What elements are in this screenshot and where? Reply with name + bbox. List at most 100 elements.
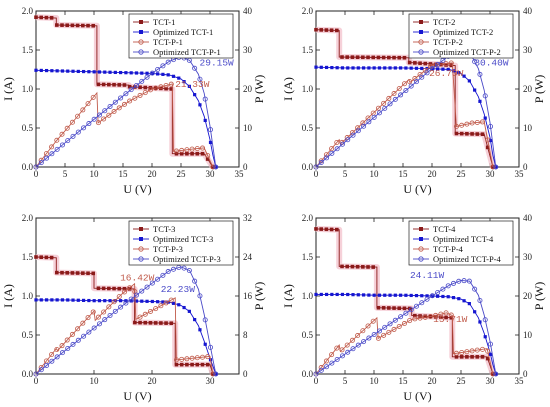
data-point [193, 317, 197, 322]
data-point [208, 140, 213, 145]
y-tick-label: 1.5 [22, 252, 34, 262]
data-point [81, 125, 87, 131]
data-point [324, 28, 329, 32]
legend-label: TCT-P-3 [153, 244, 183, 254]
legend-marker [139, 227, 143, 231]
data-point [383, 66, 387, 70]
data-point [329, 352, 335, 358]
data-point [166, 73, 170, 77]
legend-marker [138, 49, 144, 55]
legend-label: Optimized TCT-4 [433, 234, 494, 244]
x-tick-label: 10 [90, 376, 100, 386]
data-point [381, 100, 387, 106]
data-point [155, 276, 161, 282]
data-point [143, 85, 148, 90]
data-point [482, 93, 488, 99]
data-point [330, 292, 334, 297]
data-point [459, 131, 464, 136]
max-power-annotation: 16.42W [120, 272, 155, 283]
data-point [106, 304, 112, 310]
data-point [116, 294, 122, 300]
data-point [396, 323, 402, 329]
data-point [392, 96, 398, 102]
data-point [381, 332, 387, 338]
data-point [344, 342, 350, 348]
data-point [454, 131, 459, 136]
data-point [138, 320, 142, 325]
x-tick-label: 0 [34, 376, 39, 386]
data-point [402, 306, 407, 311]
data-point [96, 82, 101, 87]
data-point [456, 278, 462, 284]
data-point [314, 227, 318, 231]
data-point [65, 345, 71, 351]
legend-label: TCT-P-2 [433, 37, 463, 47]
data-point [189, 146, 195, 152]
data-point [86, 271, 90, 276]
data-point [150, 299, 154, 304]
data-point [360, 120, 366, 126]
x-tick-label: 25 [457, 376, 467, 386]
data-point [392, 55, 396, 60]
data-point [55, 23, 59, 27]
data-point [163, 300, 169, 306]
data-point [133, 320, 137, 325]
y-axis-title: I (A) [281, 284, 295, 308]
data-point [121, 289, 127, 295]
data-point [171, 74, 176, 78]
data-point [449, 315, 454, 320]
data-point [34, 255, 38, 259]
data-point [38, 160, 44, 166]
legend-marker [419, 20, 423, 24]
data-point [108, 299, 112, 303]
data-point [107, 313, 113, 319]
data-point [91, 116, 97, 122]
data-point [208, 344, 214, 350]
data-point [137, 92, 143, 98]
series-tct_p [313, 60, 496, 170]
data-point [81, 298, 86, 303]
data-point [133, 83, 139, 89]
data-point [118, 95, 124, 101]
data-point [319, 292, 323, 297]
data-point [96, 112, 102, 118]
y2-tick-label: 40 [523, 6, 533, 16]
x-tick-label: 5 [343, 169, 348, 179]
x-tick-label: 5 [63, 169, 68, 179]
data-point [367, 66, 371, 70]
data-point [158, 84, 164, 90]
data-point [372, 66, 376, 70]
data-point [49, 144, 55, 150]
data-point [391, 326, 397, 332]
data-point [470, 132, 474, 136]
data-point [441, 294, 445, 299]
data-point [59, 131, 65, 137]
data-point [334, 146, 340, 152]
data-point [96, 286, 101, 291]
data-point [323, 152, 329, 158]
data-point [386, 329, 392, 335]
data-point [420, 294, 424, 298]
data-point [361, 123, 367, 129]
data-point [127, 287, 132, 291]
data-point [38, 367, 44, 373]
data-point [464, 121, 470, 127]
data-point [60, 23, 64, 27]
data-point [33, 164, 39, 170]
data-point [86, 23, 90, 28]
data-point [444, 315, 448, 320]
data-point [335, 292, 339, 297]
data-point [128, 296, 134, 302]
data-point [313, 371, 319, 377]
data-point [189, 355, 195, 361]
data-point [356, 66, 360, 70]
data-point [85, 101, 91, 107]
data-point [459, 349, 465, 355]
data-point [457, 71, 461, 75]
data-point [156, 300, 160, 304]
data-point [401, 321, 407, 327]
data-point [140, 299, 144, 303]
data-point [54, 137, 60, 143]
max-power-annotation: 15.71W [433, 314, 468, 325]
